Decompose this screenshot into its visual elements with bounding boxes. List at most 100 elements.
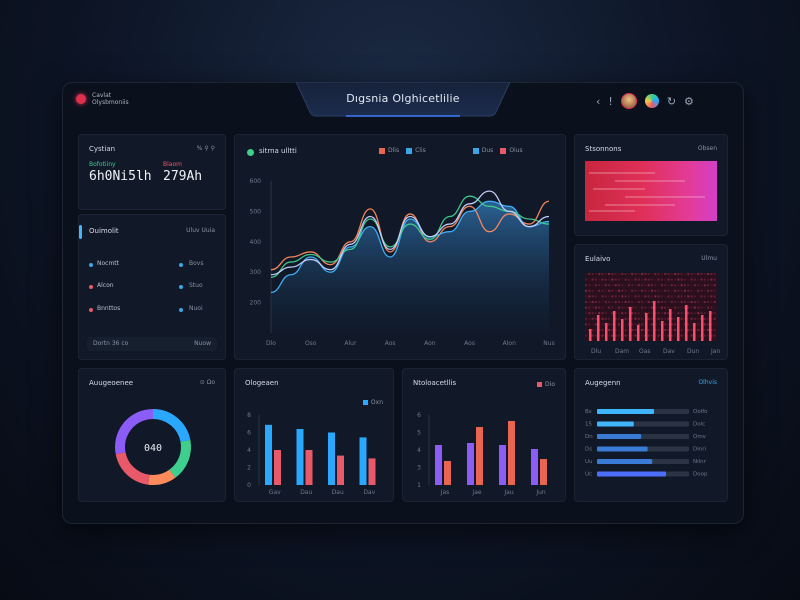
side-top-heat-strip — [585, 161, 717, 221]
side-mid-title: Eulaivo — [585, 255, 611, 263]
heat-cell — [713, 312, 716, 315]
heat-cell — [680, 323, 683, 326]
heat-cell — [601, 323, 604, 326]
overview-row-1-dot — [89, 263, 93, 267]
heat-cell — [687, 295, 690, 298]
heat-cell — [667, 284, 670, 287]
avatar-1[interactable] — [620, 93, 637, 109]
heat-cell — [657, 312, 660, 315]
heat-cell — [614, 306, 617, 309]
back-icon[interactable]: ‹ — [596, 94, 601, 108]
heat-cell — [670, 334, 673, 337]
info-icon[interactable]: ! — [608, 94, 613, 108]
heat-bar — [621, 319, 624, 341]
heat-cell — [601, 278, 604, 281]
heat-cell — [677, 301, 680, 303]
heat-cell — [707, 306, 710, 309]
heat-cell — [670, 317, 673, 320]
heat-cell — [618, 278, 620, 281]
heat-cell — [608, 301, 611, 303]
heat-cell — [707, 317, 710, 320]
heat-cell — [608, 273, 611, 275]
heat-cell — [621, 278, 624, 281]
heat-cell — [624, 295, 627, 298]
heat-cell — [647, 278, 650, 281]
heat-cell — [585, 295, 587, 298]
heat-cell — [618, 323, 620, 326]
heat-cell — [664, 312, 667, 315]
heat-cell — [601, 273, 604, 275]
heat-cell — [703, 289, 706, 292]
settings-icon[interactable]: ⚙ — [684, 94, 694, 108]
heat-cell — [627, 301, 630, 303]
donut-card: Auugeoenee ⊙ Ωo 040 — [78, 368, 226, 502]
heat-cell — [674, 317, 677, 320]
heat-cell — [710, 289, 713, 292]
bar-3-2 — [508, 421, 515, 485]
heat-cell — [710, 273, 713, 275]
heat-cell — [684, 295, 686, 298]
heat-cell — [684, 273, 686, 275]
heat-cell — [618, 301, 620, 303]
heat-cell — [634, 278, 637, 281]
heat-cell — [710, 284, 713, 287]
series-line-1 — [270, 200, 550, 271]
y-tick-label: 3 — [417, 465, 421, 472]
heat-cell — [627, 289, 630, 292]
heat-cell — [654, 273, 657, 275]
heat-cell — [621, 306, 624, 309]
heat-cell — [651, 312, 653, 315]
side-top-heat-lines — [589, 172, 705, 212]
heat-cell — [687, 323, 690, 326]
heat-cell — [647, 334, 650, 337]
heat-cell — [614, 312, 617, 315]
heat-cell — [680, 317, 683, 320]
heat-cell — [680, 312, 683, 315]
heat-cell — [690, 295, 693, 298]
heat-cell — [707, 289, 710, 292]
heat-cell — [634, 312, 637, 315]
heat-cell — [667, 312, 670, 315]
heat-cell — [703, 284, 706, 287]
heat-cell — [631, 317, 634, 320]
hbar-value-label: Dinri — [693, 447, 707, 453]
hbar-meta: Olhvis — [698, 379, 717, 386]
overview-row-3-value-dot — [179, 308, 183, 312]
heat-cell — [670, 301, 673, 303]
heat-cell — [644, 289, 647, 292]
heat-cell — [618, 312, 620, 315]
heat-cell — [687, 301, 690, 303]
bar-chart-2-legend: Dio — [537, 381, 555, 388]
heat-cell — [634, 323, 637, 326]
heat-cell — [690, 317, 693, 320]
heat-cell — [664, 317, 667, 320]
avatar-2[interactable] — [644, 94, 659, 108]
heat-cell — [651, 295, 653, 298]
heat-cell — [601, 301, 604, 303]
refresh-icon[interactable]: ↻ — [666, 94, 677, 108]
donut-chart: 040 — [115, 409, 191, 485]
bar-chart-1-title: Ologeaen — [245, 379, 279, 387]
x-tick-label: Dun — [687, 348, 699, 355]
x-tick-label: Aon — [424, 340, 436, 347]
heat-cell — [621, 312, 624, 315]
legend-item-3: Dus — [472, 147, 493, 154]
hbar-value-label: Oolfo — [693, 409, 708, 415]
heat-cell — [707, 301, 710, 303]
heat-cell — [657, 289, 660, 292]
heat-cell — [588, 273, 591, 275]
bar-4-2 — [540, 459, 547, 485]
heat-cell — [621, 289, 624, 292]
heat-cell — [677, 289, 680, 292]
heat-cell — [608, 317, 611, 320]
heat-cell — [647, 289, 650, 292]
heat-bar — [693, 323, 696, 341]
overview-footer-bar[interactable]: Dortn 36 co Nuow — [87, 337, 217, 351]
heat-cell — [677, 273, 680, 275]
heat-cell — [588, 306, 591, 309]
heat-cell — [690, 284, 693, 287]
heat-cell — [703, 334, 706, 337]
heat-cell — [657, 317, 660, 320]
heat-cell — [588, 278, 591, 281]
heat-cell — [697, 312, 700, 315]
